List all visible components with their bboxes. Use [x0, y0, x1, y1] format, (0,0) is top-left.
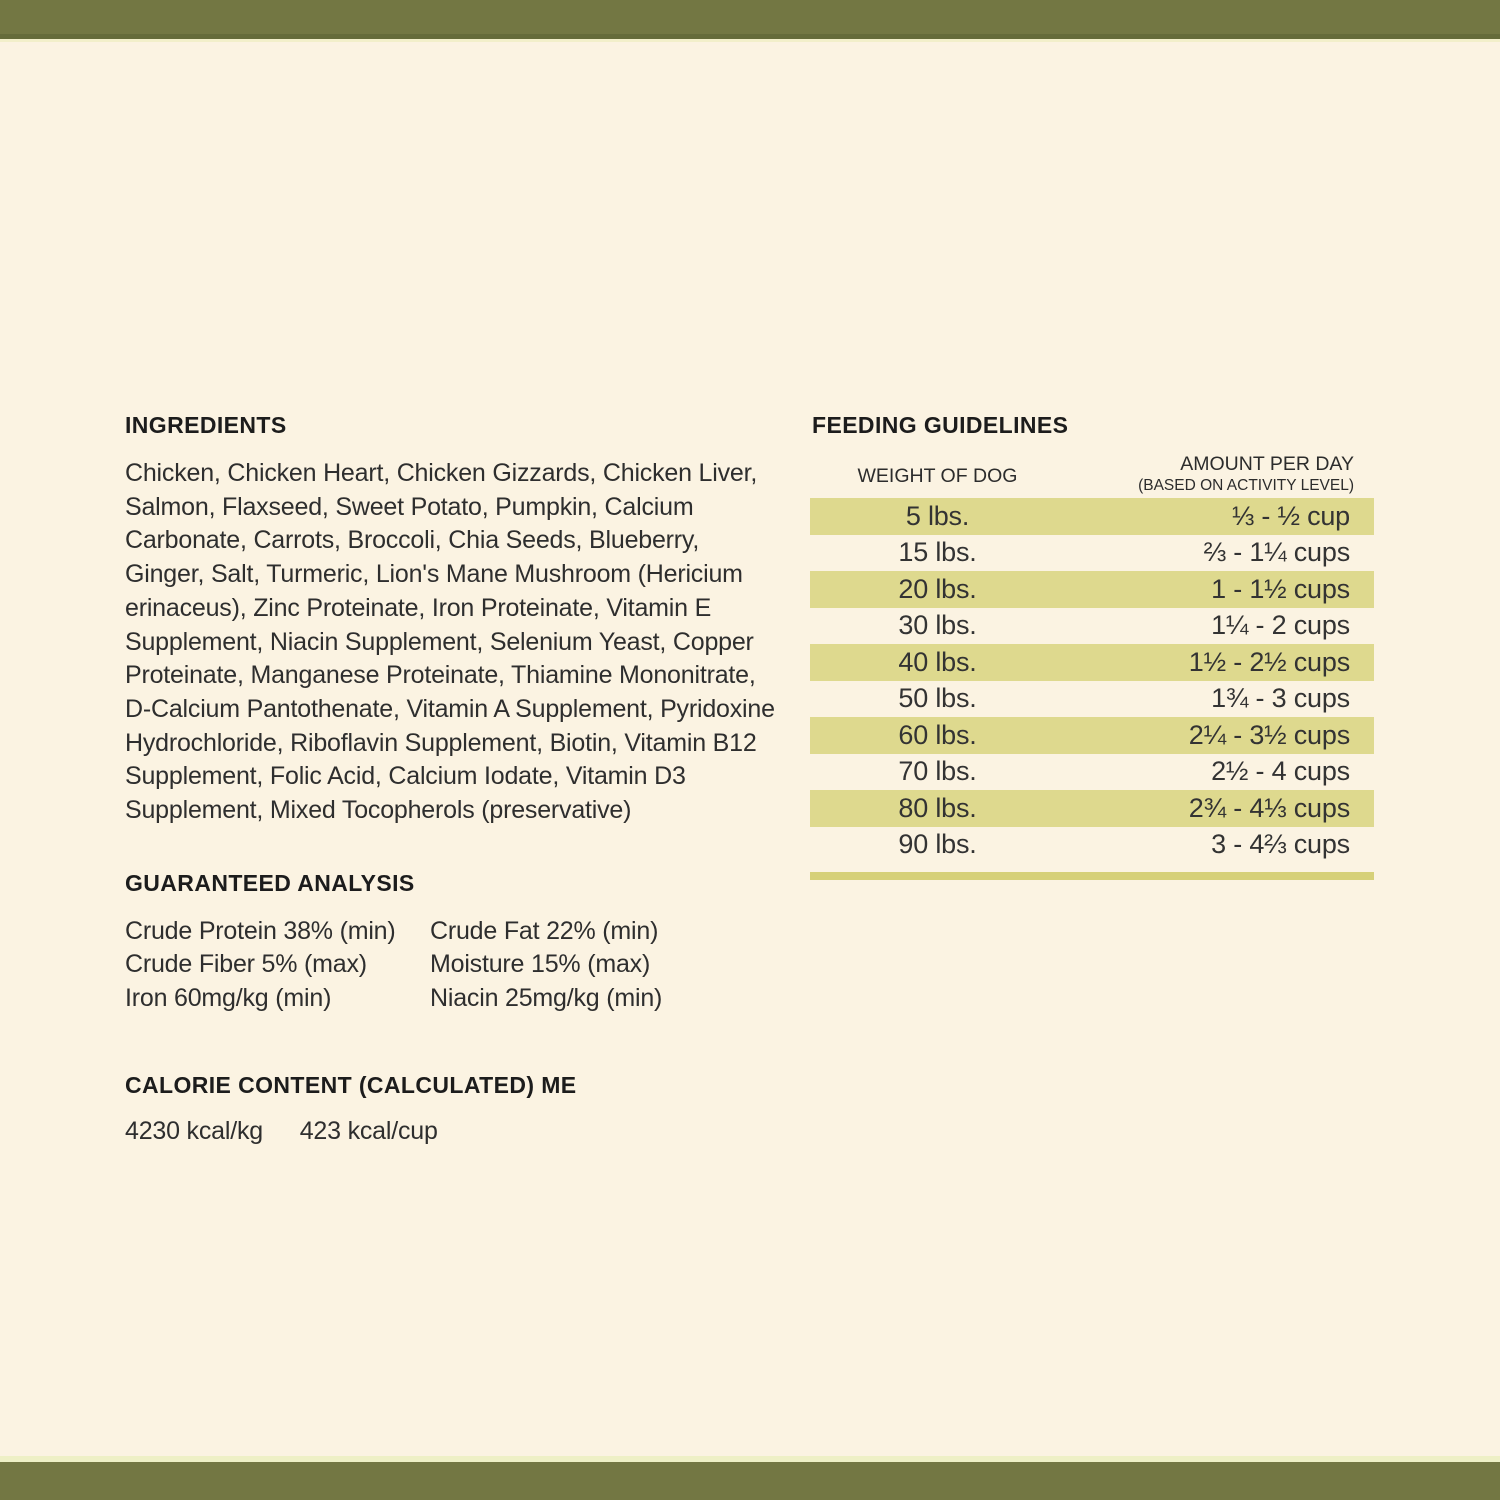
analysis-value: Crude Protein 38% (min) — [125, 916, 396, 945]
calorie-per-cup: 423 kcal/cup — [299, 1116, 438, 1145]
table-row: 80 lbs. 2¾ - 4⅓ cups — [810, 790, 1374, 827]
analysis-value: Crude Fat 22% (min) — [430, 916, 659, 945]
amount-cell: 2¾ - 4⅓ cups — [1188, 792, 1350, 823]
amount-column-header: AMOUNT PER DAY (BASED ON ACTIVITY LEVEL) — [1138, 453, 1374, 495]
left-column: INGREDIENTS Chicken, Chicken Heart, Chic… — [125, 412, 775, 1146]
weight-cell: 15 lbs. — [898, 537, 977, 568]
table-row: 90 lbs. 3 - 4⅔ cups — [810, 827, 1374, 864]
ingredients-list: Chicken, Chicken Heart, Chicken Gizzards… — [125, 459, 775, 825]
table-row: 30 lbs. 1¼ - 2 cups — [810, 608, 1374, 645]
weight-column-header: WEIGHT OF DOG — [857, 465, 1018, 487]
feeding-guidelines-section: FEEDING GUIDELINES WEIGHT OF DOG AMOUNT … — [810, 412, 1374, 880]
bottom-olive-band — [0, 1462, 1500, 1500]
calorie-per-kg: 4230 kcal/kg — [125, 1116, 263, 1145]
amount-cell: ⅓ - ½ cup — [1231, 500, 1350, 531]
weight-cell: 30 lbs. — [898, 610, 977, 641]
weight-cell: 90 lbs. — [898, 829, 977, 860]
analysis-value: Iron 60mg/kg (min) — [125, 984, 332, 1013]
table-row: 15 lbs. ⅔ - 1¼ cups — [810, 535, 1374, 572]
weight-cell: 80 lbs. — [898, 792, 977, 823]
feeding-table-header: WEIGHT OF DOG AMOUNT PER DAY (BASED ON A… — [810, 453, 1374, 495]
top-olive-band — [0, 0, 1500, 34]
guaranteed-analysis-heading: GUARANTEED ANALYSIS — [125, 869, 415, 896]
amount-cell: 1¾ - 3 cups — [1211, 683, 1350, 714]
amount-header-main: AMOUNT PER DAY — [1180, 453, 1354, 475]
weight-cell: 70 lbs. — [898, 756, 977, 787]
weight-cell: 40 lbs. — [898, 646, 977, 677]
amount-cell: 2½ - 4 cups — [1211, 756, 1350, 787]
analysis-value: Niacin 25mg/kg (min) — [430, 984, 663, 1013]
table-row: 40 lbs. 1½ - 2½ cups — [810, 644, 1374, 681]
feeding-guidelines-heading: FEEDING GUIDELINES — [812, 412, 1069, 438]
table-row: 70 lbs. 2½ - 4 cups — [810, 754, 1374, 791]
top-band-dark-edge — [0, 34, 1500, 39]
amount-cell: 2¼ - 3½ cups — [1188, 719, 1350, 750]
table-row: 5 lbs. ⅓ - ½ cup — [810, 498, 1374, 535]
calorie-content-heading: CALORIE CONTENT (CALCULATED) ME — [125, 1071, 577, 1098]
table-row: 20 lbs. 1 - 1½ cups — [810, 571, 1374, 608]
analysis-value: Crude Fiber 5% (max) — [125, 950, 367, 979]
amount-cell: 1¼ - 2 cups — [1211, 610, 1350, 641]
amount-cell: 1½ - 2½ cups — [1188, 646, 1350, 677]
amount-cell: ⅔ - 1¼ cups — [1203, 537, 1351, 568]
amount-cell: 3 - 4⅔ cups — [1211, 829, 1350, 860]
analysis-value: Moisture 15% (max) — [430, 950, 651, 979]
table-bottom-rule — [810, 872, 1374, 880]
bottom-band-pale-edge — [0, 1456, 1500, 1462]
weight-cell: 20 lbs. — [898, 573, 977, 604]
table-row: 50 lbs. 1¾ - 3 cups — [810, 681, 1374, 718]
ingredients-heading: INGREDIENTS — [125, 412, 287, 438]
weight-cell: 5 lbs. — [905, 500, 970, 531]
calorie-values: 4230 kcal/kg 423 kcal/cup — [125, 1117, 775, 1146]
table-row: 60 lbs. 2¼ - 3½ cups — [810, 717, 1374, 754]
top-band-pale-edge — [0, 39, 1500, 42]
amount-header-sub: (BASED ON ACTIVITY LEVEL) — [1138, 477, 1354, 494]
guaranteed-analysis-table: Crude Protein 38% (min) Crude Fat 22% (m… — [125, 915, 775, 1016]
amount-cell: 1 - 1½ cups — [1211, 573, 1350, 604]
weight-cell: 50 lbs. — [898, 683, 977, 714]
weight-cell: 60 lbs. — [898, 719, 977, 750]
